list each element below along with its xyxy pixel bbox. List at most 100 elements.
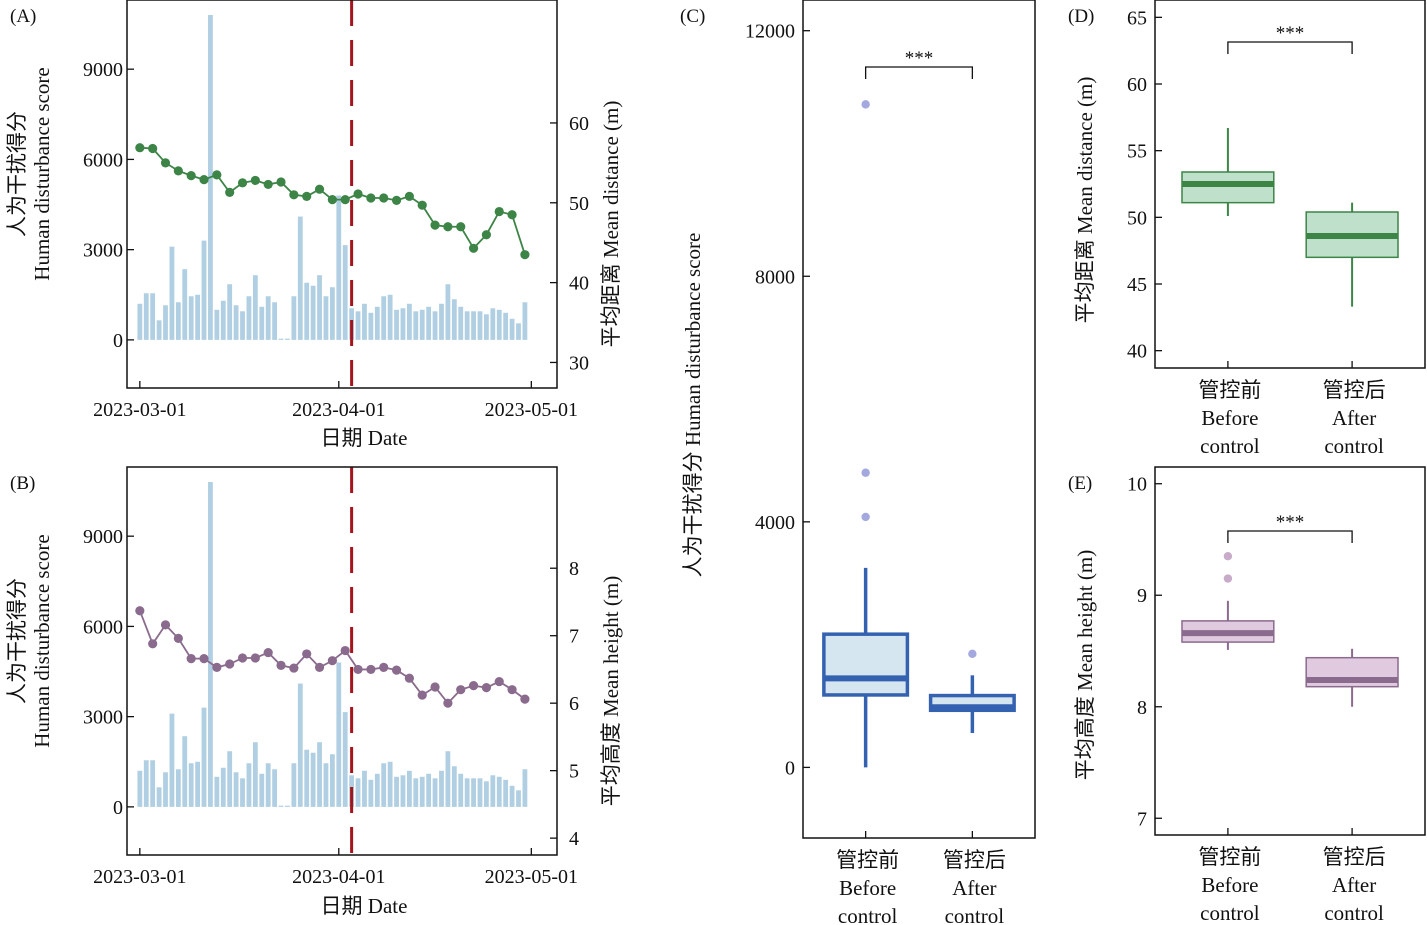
line-point — [468, 681, 479, 691]
bar — [182, 269, 188, 340]
line-point — [302, 191, 312, 201]
y-axis-label: 平均高度 Mean height (m) — [1073, 550, 1097, 780]
line-point — [289, 190, 299, 200]
bar — [368, 312, 374, 340]
line-point — [212, 170, 222, 180]
y-left-tick-label: 9000 — [83, 59, 123, 81]
line-point — [379, 662, 389, 673]
y-right-tick-label: 7 — [569, 626, 579, 648]
line-point — [173, 633, 183, 643]
bar — [214, 309, 220, 340]
y-tick-label: 65 — [1127, 7, 1147, 29]
line-point — [135, 606, 145, 616]
bar — [137, 303, 143, 340]
bar — [317, 275, 322, 340]
line-point — [250, 653, 260, 663]
y-right-axis-label: 平均高度 Mean height (m) — [599, 576, 623, 806]
x-category-label: control — [1200, 434, 1260, 458]
bar — [413, 311, 419, 340]
bar — [323, 296, 329, 340]
y-right-tick-label: 4 — [569, 828, 579, 850]
outlier-point — [1223, 574, 1233, 583]
line-point — [160, 620, 171, 630]
bar — [291, 763, 297, 807]
bar — [522, 302, 528, 340]
bar — [304, 282, 310, 340]
y-axis-label: 人为干扰得分 Human disturbance score — [681, 233, 705, 578]
bar — [143, 293, 149, 340]
bar — [516, 790, 521, 807]
significance-label: *** — [905, 48, 934, 69]
line-point — [186, 654, 196, 664]
y-right-tick-label: 40 — [569, 273, 589, 295]
bar — [368, 779, 374, 807]
y-tick-label: 55 — [1127, 141, 1147, 163]
line-point — [250, 175, 260, 186]
bar — [278, 805, 284, 807]
y-left-axis-label-cn: 人为干扰得分 — [5, 578, 29, 704]
bar — [362, 770, 367, 807]
line-point — [199, 175, 209, 185]
bar — [374, 306, 380, 340]
bar — [355, 311, 361, 340]
bar — [163, 772, 168, 807]
bar — [342, 712, 348, 807]
bar — [246, 763, 252, 807]
x-category-label: 管控后 — [1323, 845, 1386, 869]
bar — [259, 306, 265, 340]
plot-frame — [1154, 466, 1426, 836]
y-left-tick-label: 0 — [113, 330, 123, 352]
bar — [439, 770, 444, 807]
bar — [163, 305, 168, 340]
bar — [381, 296, 387, 340]
x-category-label: control — [1324, 434, 1384, 458]
bar — [362, 303, 367, 340]
line-point — [353, 189, 363, 199]
bar — [240, 778, 245, 807]
y-axis-label: 平均距离 Mean distance (m) — [1073, 77, 1097, 324]
bar — [240, 311, 245, 340]
y-tick-label: 9 — [1137, 585, 1147, 607]
bar — [265, 763, 271, 807]
box-before — [822, 100, 910, 768]
y-right-tick-label: 60 — [569, 113, 589, 135]
bar — [227, 751, 233, 807]
bar — [285, 338, 290, 340]
line-point — [135, 143, 145, 153]
x-tick-label: 2023-04-01 — [292, 399, 385, 421]
y-tick-label: 12000 — [745, 21, 795, 43]
y-left-tick-label: 3000 — [83, 707, 123, 729]
x-tick-label: 2023-04-01 — [292, 866, 385, 888]
panel-b: 0 3000 6000 9000 4 5 6 7 8 2023-03-01 2023-04-01 20… — [5, 466, 623, 918]
line-point — [456, 685, 466, 695]
bar — [329, 287, 335, 340]
box-after — [1305, 202, 1399, 307]
box-iqr — [1181, 171, 1275, 204]
line-point — [263, 179, 273, 190]
line-point — [494, 676, 504, 687]
panel-label: (E) — [1068, 473, 1092, 494]
bar — [432, 778, 438, 807]
y-tick-label: 60 — [1127, 74, 1147, 96]
panel-label: (C) — [680, 6, 705, 27]
line-point — [366, 193, 376, 203]
line-point — [237, 178, 248, 188]
y-tick-label: 0 — [785, 757, 795, 779]
y-tick-label: 45 — [1127, 274, 1147, 296]
bar — [387, 294, 393, 340]
y-tick-label: 40 — [1127, 341, 1147, 363]
bar-series — [137, 482, 528, 807]
line-point — [302, 649, 312, 659]
line-point — [225, 187, 235, 198]
bar — [406, 303, 412, 340]
line-point — [353, 664, 363, 675]
line-point — [468, 243, 479, 253]
significance-label: *** — [1276, 23, 1305, 44]
panel-d: *** 40 45 50 55 60 65 管控前 Before control 管控后 After c… — [1068, 0, 1426, 458]
line-point — [404, 673, 414, 683]
bar — [233, 772, 239, 807]
line-point — [212, 662, 222, 673]
line-point — [340, 194, 350, 205]
bar — [265, 296, 271, 340]
y-right-tick-label: 8 — [569, 558, 579, 580]
